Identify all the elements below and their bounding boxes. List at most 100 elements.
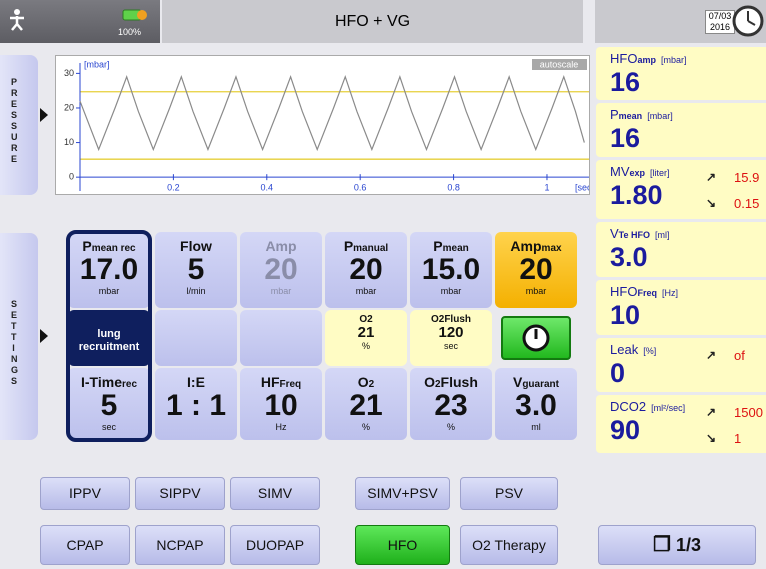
patient-icon [10,9,24,31]
mode-button[interactable]: SIMV+PSV [355,477,450,510]
high-icon: ↗ [706,170,717,184]
mode-button[interactable]: SIPPV [135,477,225,510]
high-limit: 1500 [734,405,763,420]
x-unit: [sec] [575,183,590,193]
y-unit: [mbar] [84,59,110,69]
measurement-label: HFOFreq [Hz] [610,284,678,299]
measurement-label: DCO2 [ml²/sec] [610,399,685,414]
pressure-tab[interactable]: PRESSURE [0,55,38,195]
measurement-tile: HFOamp [mbar] 16 [596,47,766,100]
label-main: O [357,374,369,390]
setting-tile[interactable]: Pmean rec 17.0 mbar [68,232,150,308]
setting-unit: sec [101,422,116,432]
mode-button[interactable]: SIMV [230,477,320,510]
mode-label: NCPAP [156,537,204,553]
setting-unit: % [361,341,370,351]
mode-label: CPAP [66,537,104,553]
mode-button[interactable]: O2 Therapy [460,525,558,565]
label-sub: rec [121,379,137,390]
label-main: HFO [610,51,638,66]
setting-label: O2Flush [410,374,492,390]
unit: [%] [643,346,657,356]
page-button[interactable]: ❐ 1/3 [598,525,756,565]
label-main: DCO2 [610,399,647,414]
label-main: Amp [510,238,542,254]
setting-tile [240,310,322,366]
label-sub: Freq [637,288,657,298]
setting-value: 1 : 1 [165,389,227,422]
setting-value: 120 [438,324,464,341]
setting-unit: mbar [355,286,377,296]
setting-unit: l/min [186,286,206,296]
setting-tile[interactable]: Amp 20 mbar [240,232,322,308]
setting-tile[interactable]: I:E 1 : 1 [155,368,237,440]
power-icon [522,324,550,352]
mode-button[interactable]: IPPV [40,477,130,510]
label-main: P [433,238,443,254]
setting-tile[interactable]: Vguarant 3.0 ml [495,368,577,440]
mode-button[interactable]: DUOPAP [230,525,320,565]
setting-value: 3.0 [515,389,557,422]
setting-unit: mbar [525,286,547,296]
setting-tile[interactable]: lung recruitment [68,310,150,366]
y-tick-label: 10 [64,137,74,147]
setting-tile[interactable] [495,310,577,366]
unit: [liter] [650,168,670,178]
label-sub: Te HFO [618,230,651,240]
setting-tile[interactable]: O2Flush 120 sec [410,310,492,366]
x-tick-label: 1 [544,183,549,193]
setting-label: HFFreq [240,374,322,390]
mode-label: IPPV [69,485,101,501]
setting-tile[interactable]: Ampmax 20 mbar [495,232,577,308]
x-tick-label: 0.4 [261,183,274,193]
mode-button[interactable]: NCPAP [135,525,225,565]
setting-tile[interactable]: O2 21% [325,310,407,366]
start-button[interactable] [501,316,571,360]
label-main: MV [610,164,630,179]
label-main: O [424,374,435,390]
label-main: Flow [180,238,212,254]
year: 2016 [709,22,731,32]
label-main: Leak [610,342,639,357]
tab-arrow [40,108,48,122]
setting-value: 21 [357,324,375,341]
label-main: P [82,238,92,254]
measurement-value: 1.80 [610,180,663,210]
label-after: Flush [444,314,471,325]
setting-value: 5 [100,389,118,422]
label-sub: amp [637,55,656,65]
low-limit: 1 [734,431,742,446]
mode-label: SIPPV [159,485,201,501]
status-left: 100% [0,0,160,43]
setting-tile[interactable]: Pmean 15.0 mbar [410,232,492,308]
setting-label: Pmean rec [68,238,150,254]
setting-value: 20 [349,253,383,286]
mode-label: DUOPAP [245,537,305,553]
measurement-value: 16 [610,67,641,97]
setting-tile[interactable]: Flow 5 l/min [155,232,237,308]
setting-tile[interactable]: O2 21% [325,368,407,440]
settings-tab[interactable]: SETTINGS [0,233,38,440]
label-sub: mean rec [91,243,136,254]
setting-unit: mbar [270,286,292,296]
setting-tile[interactable]: HFFreq 10 Hz [240,368,322,440]
label-sub: 2 [368,379,375,390]
measurement-value: 16 [610,123,641,153]
setting-tile[interactable]: O2Flush 23% [410,368,492,440]
setting-tile[interactable]: Pmanual 20 mbar [325,232,407,308]
mode-button[interactable]: CPAP [40,525,130,565]
label-after: Flush [440,374,478,390]
label-main: V [610,226,619,241]
mode-button[interactable]: PSV [460,477,558,510]
measurement-tile: DCO2 [ml²/sec] 90 ↗ 1500 ↘ 1 [596,395,766,453]
mode-button[interactable]: HFO [355,525,450,565]
measurement-label: VTe HFO [ml] [610,226,670,241]
page-number: 1/3 [675,535,701,555]
measurement-label: HFOamp [mbar] [610,51,686,66]
unit: [Hz] [661,288,678,298]
recruitment-label: lung recruitment [78,328,140,353]
mode-title: HFO + VG [162,0,583,43]
y-tick-label: 20 [64,102,74,112]
setting-tile[interactable]: I-Timerec 5 sec [68,368,150,440]
label-main: I:E [187,374,205,390]
